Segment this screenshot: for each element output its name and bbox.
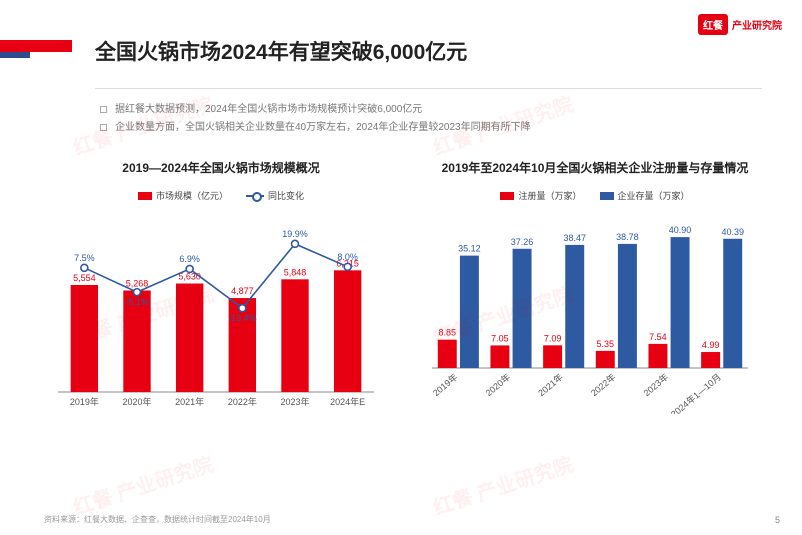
bullet-text: 企业数量方面，全国火锅相关企业数量在40万家左右，2024年企业存量较2023年… [115,119,531,137]
svg-text:38.78: 38.78 [616,232,639,242]
svg-text:7.54: 7.54 [649,332,667,342]
legend-series-b: 企业存量（万家） [600,189,690,202]
legend-line-label: 同比变化 [268,189,304,202]
svg-text:2022年: 2022年 [588,371,617,398]
legend-a-label: 注册量（万家） [518,189,581,202]
svg-text:35.12: 35.12 [458,244,481,254]
legend-swatch-a [500,192,514,200]
logo-text: 产业研究院 [732,17,782,32]
chart1-title: 2019—2024年全国火锅市场规模概况 [44,151,398,185]
svg-text:2021年: 2021年 [175,396,204,407]
svg-text:-5.1%: -5.1% [125,297,149,307]
bullet-text: 据红餐大数据预测，2024年全国火锅市场市场规模预计突破6,000亿元 [115,101,422,119]
chart-market-size: 2019—2024年全国火锅市场规模概况 市场规模（亿元） 同比变化 5,554… [44,151,398,419]
svg-text:2023年: 2023年 [280,396,309,407]
bullet-marker [100,124,107,131]
svg-text:8.0%: 8.0% [337,252,358,262]
svg-text:5,554: 5,554 [73,273,96,283]
legend-swatch-b [600,192,614,200]
title-underline [95,88,762,89]
svg-text:6.9%: 6.9% [179,254,200,264]
svg-text:38.47: 38.47 [563,233,586,243]
chart1-plot: 5,5542019年5,2682020年5,6302021年4,8772022年… [44,204,384,414]
chart2-legend: 注册量（万家） 企业存量（万家） [418,189,772,202]
legend-bar: 市场规模（亿元） [138,189,228,202]
svg-text:7.05: 7.05 [491,333,509,343]
svg-text:4,877: 4,877 [231,286,254,296]
chart2-title: 2019年至2024年10月全国火锅相关企业注册量与存量情况 [418,151,772,185]
svg-text:2019年: 2019年 [430,371,459,398]
svg-text:7.09: 7.09 [544,333,562,343]
svg-text:19.9%: 19.9% [282,229,308,239]
chart-companies: 2019年至2024年10月全国火锅相关企业注册量与存量情况 注册量（万家） 企… [418,151,772,419]
watermark: 红餐 产业研究院 [429,448,576,521]
bullet-marker [100,106,107,113]
svg-text:2024年1—10月: 2024年1—10月 [668,371,723,414]
bullet-list: 据红餐大数据预测，2024年全国火锅市场市场规模预计突破6,000亿元 企业数量… [100,101,742,137]
svg-text:2020年: 2020年 [483,371,512,398]
charts-row: 2019—2024年全国火锅市场规模概况 市场规模（亿元） 同比变化 5,554… [0,145,802,419]
svg-text:-13.4%: -13.4% [228,313,257,323]
svg-text:40.90: 40.90 [669,225,692,235]
chart1-legend: 市场规模（亿元） 同比变化 [44,189,398,202]
legend-swatch-bar [138,192,152,200]
page-title: 全国火锅市场2024年有望突破6,000亿元 [95,36,762,66]
svg-text:2023年: 2023年 [641,371,670,398]
source-footer: 资料来源：红餐大数据、企查查，数据统计时间截至2024年10月 [44,514,271,525]
watermark: 红餐 产业研究院 [69,448,216,521]
brand-logo: 红餐 产业研究院 [698,14,782,35]
logo-badge: 红餐 [698,14,728,35]
accent-bar-red [0,40,72,52]
svg-text:2019年: 2019年 [70,396,99,407]
svg-text:37.26: 37.26 [511,237,534,247]
svg-text:7.5%: 7.5% [74,253,95,263]
svg-text:5,848: 5,848 [284,267,307,277]
page-number: 5 [775,515,780,525]
svg-text:2022年: 2022年 [228,396,257,407]
bullet-item: 企业数量方面，全国火锅相关企业数量在40万家左右，2024年企业存量较2023年… [100,119,742,137]
legend-line: 同比变化 [246,189,304,202]
legend-b-label: 企业存量（万家） [618,189,690,202]
bullet-item: 据红餐大数据预测，2024年全国火锅市场市场规模预计突破6,000亿元 [100,101,742,119]
chart2-plot: 8.85 35.12 2019年 7.05 37.26 2020年 7.09 38.47 202… [418,204,758,414]
svg-text:5,268: 5,268 [126,278,149,288]
accent-bar-blue [0,52,30,58]
svg-text:4.99: 4.99 [702,340,720,350]
svg-text:2024年E: 2024年E [330,396,365,407]
svg-text:5.35: 5.35 [597,339,615,349]
svg-text:2021年: 2021年 [536,371,565,398]
svg-text:2020年: 2020年 [122,396,151,407]
svg-text:8.85: 8.85 [439,328,457,338]
legend-series-a: 注册量（万家） [500,189,581,202]
legend-bar-label: 市场规模（亿元） [156,189,228,202]
svg-text:40.39: 40.39 [721,227,744,237]
legend-swatch-line [246,195,264,197]
header: 红餐 产业研究院 全国火锅市场2024年有望突破6,000亿元 [0,0,802,78]
